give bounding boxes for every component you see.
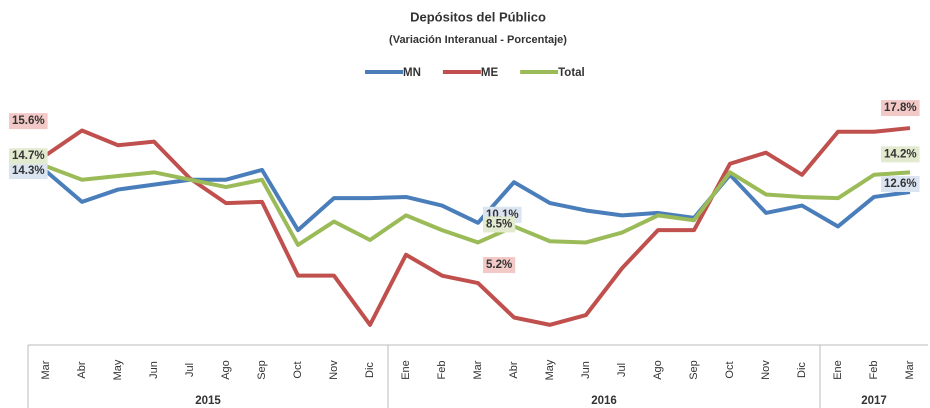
x-tick-label: Oct [724,361,736,378]
chart-subtitle: (Variación Interanual - Porcentaje) [389,34,567,46]
data-label-text: 5.2% [486,259,512,271]
label-box [9,148,48,165]
data-label: 14.3% [9,163,48,180]
data-label: 17.8% [881,100,920,117]
x-tick-label: Feb [436,361,448,380]
legend-label: Total [558,67,585,79]
data-label-text: 14.3% [12,165,45,177]
x-tick-label: May [112,359,124,380]
x-tick-label: Dic [364,362,376,378]
x-tick-label: May [544,359,556,380]
x-tick-label: Mar [472,360,484,379]
series-line [44,167,911,233]
x-tick-label: Sep [256,360,268,380]
data-label-text: 14.2% [884,148,917,160]
year-label: 2016 [591,395,617,407]
data-label-text: 15.6% [12,115,45,127]
data-label-text: 14.7% [12,150,45,162]
x-tick-label: Mar [40,360,52,379]
x-tick-label: Jun [580,361,592,379]
data-label: 8.5% [483,216,516,233]
data-label: 14.7% [9,148,48,165]
data-label: 15.6% [9,113,48,130]
chart-title: Depósitos del Público [410,9,546,24]
label-box [9,113,48,130]
x-tick-label: Sep [688,360,700,380]
label-box [483,216,516,233]
x-tick-label: Nov [760,360,772,380]
x-tick-label: Feb [868,361,880,380]
label-box [9,163,48,180]
label-box [881,100,920,117]
data-label-text: 12.6% [884,178,917,190]
x-tick-label: Oct [292,361,304,378]
x-tick-label: Abr [508,361,520,378]
label-box [881,146,920,163]
x-tick-label: Ene [400,360,412,380]
x-tick-label: Jul [616,363,628,377]
data-label: 14.2% [881,146,920,163]
x-tick-label: Ene [832,360,844,380]
year-label: 2017 [861,395,887,407]
x-tick-label: Jul [184,363,196,377]
x-tick-label: Abr [76,361,88,378]
label-box [483,257,516,274]
series-line [45,164,911,247]
data-label-text: 8.5% [486,218,512,230]
x-tick-label: Jun [148,361,160,379]
legend-label: MN [403,67,421,79]
x-tick-label: Ago [652,360,664,380]
series-line [44,126,911,327]
data-label: 5.2% [483,257,516,274]
x-tick-label: Ago [220,360,232,380]
data-label-text: 17.8% [884,102,917,114]
x-tick-label: Nov [328,360,340,380]
x-tick-label: Dic [796,362,808,378]
legend-label: ME [481,67,499,79]
year-label: 2015 [195,395,221,407]
label-box [881,176,920,193]
data-label: 12.6% [881,176,920,193]
x-tick-label: Mar [904,360,916,379]
